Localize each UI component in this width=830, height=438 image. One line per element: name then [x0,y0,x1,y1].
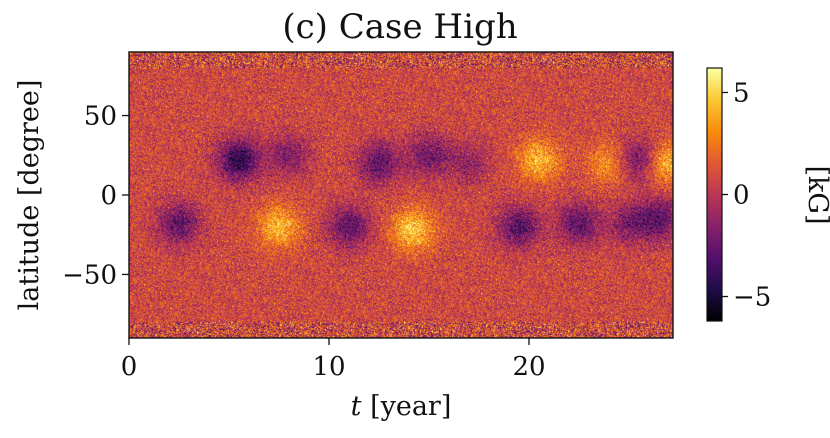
y-tick-label: 50 [84,102,117,132]
colorbar-ticks: 5 0 −5 [722,78,771,313]
colorbar-gradient [706,67,723,322]
y-axis-label: latitude [degree] [14,80,45,311]
x-axis-label: t [year] [351,391,452,422]
x-tick-label: 20 [512,352,545,382]
x-tick-label: 10 [312,352,345,382]
colorbar: 5 0 −5 [kG] [706,67,830,322]
heatmap-plot-area [128,51,674,339]
y-tick-label: −50 [62,260,117,290]
chart-title: (c) Case High [282,7,517,47]
x-axis-label-unit: [year] [361,391,451,422]
colorbar-label: [kG] [802,166,830,225]
colorbar-tick-label: 5 [733,78,750,108]
colorbar-tick-label: 0 [733,181,750,211]
x-tick-label: 0 [121,352,138,382]
y-tick-label: 0 [100,181,117,211]
x-axis-label-symbol: t [351,391,362,422]
y-axis: 50 0 −50 [62,102,129,290]
colorbar-tick-label: −5 [733,283,771,313]
x-axis: 0 10 20 [121,338,546,382]
heatmap-canvas [129,52,673,338]
